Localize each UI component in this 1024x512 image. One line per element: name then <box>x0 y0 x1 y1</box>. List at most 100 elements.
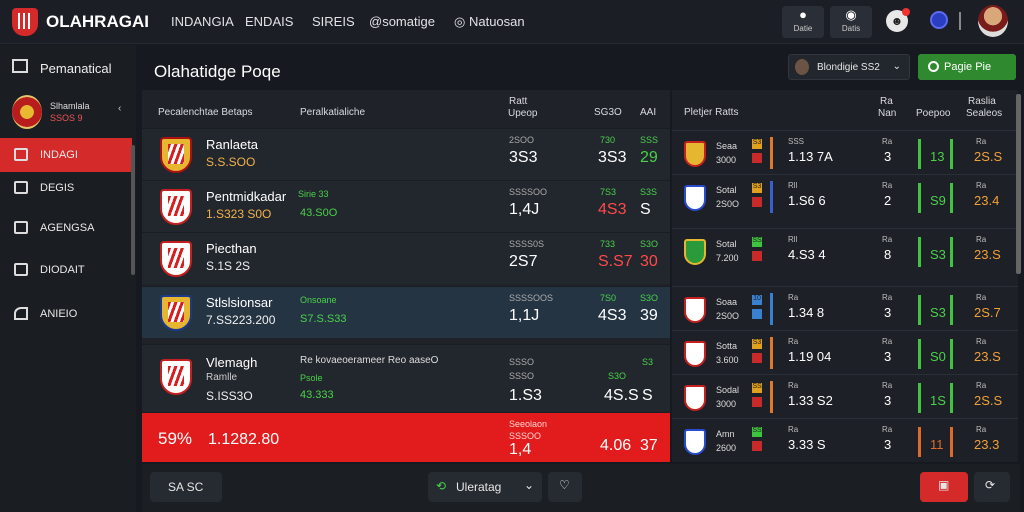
page-action-button[interactable]: Pagie Pie <box>918 54 1016 80</box>
table-header-1[interactable]: Pecalenchtae Betaps <box>158 107 253 118</box>
row-2-v1: 1,4J <box>509 201 540 218</box>
red-card-icon <box>752 353 762 363</box>
table-row-3[interactable]: Piecthan S.1S 2S SSSS0S 2S7 733 S.S7 S3O… <box>142 232 670 284</box>
row-6-sub: 1.1282.80 <box>208 431 280 448</box>
panel-scrollbar[interactable] <box>1016 94 1021 274</box>
notification-bell-icon[interactable]: ☻ <box>886 8 910 32</box>
panel-row-7-v2: 3.33 S <box>788 437 826 452</box>
row-5-v2: 4S.S <box>604 387 639 404</box>
panel-row-4-gbar2 <box>950 295 953 325</box>
sidebar-item-3-label: AGENGSA <box>40 222 95 234</box>
panel-row-6-v6: Ra <box>976 381 987 390</box>
panel-header-4a[interactable]: Raslia <box>968 96 996 107</box>
shield-icon: ♡ <box>559 478 570 492</box>
nav-item-2[interactable]: ENDAIS <box>245 14 294 29</box>
panel-header-4b[interactable]: Sealeos <box>966 108 1003 119</box>
row-3-sm2: 733 <box>600 239 616 249</box>
panel-row-1[interactable]: Seaa 3000 S3 SSS 1.13 7A Ra 3 13 Ra 2S.S <box>672 130 1018 174</box>
footer-shield-button[interactable]: ♡ <box>548 472 582 502</box>
panel-row-3-v3: Ra <box>882 235 893 244</box>
table-row-6[interactable]: 59% 1.1282.80 Seeolaon SSSOO 1,4 4.06 37 <box>142 412 670 462</box>
nav-item-1[interactable]: INDANGIA <box>171 14 234 29</box>
toolbar-button-2[interactable]: ◉ Datis <box>830 6 872 38</box>
panel-row-7-v4: 3 <box>884 437 892 452</box>
table-header-2[interactable]: Peralkatialiche <box>300 107 366 118</box>
team-card[interactable]: Slhamlala SSOS 9 ‹ <box>0 91 132 135</box>
team-card-sub: SSOS 9 <box>50 113 83 123</box>
table-header-5[interactable]: AAI <box>640 107 657 118</box>
player-avatar <box>795 59 809 75</box>
panel-row-2-t1: Sotal <box>716 185 737 195</box>
nav-item-3[interactable]: SIREIS <box>312 14 355 29</box>
panel-row-2-bar <box>770 181 773 213</box>
nav-item-4[interactable]: @somatige <box>369 14 435 29</box>
user-avatar[interactable] <box>978 5 1008 37</box>
refresh-icon <box>928 61 939 72</box>
stats-icon <box>14 221 28 234</box>
panel-row-5-gbar2 <box>950 339 953 369</box>
language-globe-icon[interactable] <box>930 11 948 29</box>
panel-header-2b[interactable]: Nan <box>878 108 897 119</box>
table-row-5[interactable]: Vlemagh Ramlle S.ISS3O Re kovaeoerameer … <box>142 344 670 412</box>
row-5-name: Vlemagh <box>206 355 258 370</box>
table-header-3b[interactable]: Upeop <box>508 108 538 119</box>
panel-row-4-v2: 1.34 8 <box>788 305 825 320</box>
panel-row-1-v3: Ra <box>882 137 893 146</box>
panel-row-6[interactable]: Sodal 3000 SS Ra 1.33 S2 Ra 3 1S Ra 2S.S <box>672 374 1018 418</box>
logo-icon[interactable] <box>12 8 38 36</box>
chevron-left-icon[interactable]: ‹ <box>118 103 122 114</box>
panel-row-3[interactable]: Sotal 7.200 SS Rll 4.S3 4 Ra 8 S3 Ra 23.… <box>672 228 1018 272</box>
table-header-3a[interactable]: Ratt <box>509 96 528 107</box>
panel-row-7-v7: 23.3 <box>974 437 1000 452</box>
footer-dropdown[interactable]: ⟲ Uleratag ⌄ <box>428 472 542 502</box>
panel-row-4-v3: Ra <box>882 293 893 302</box>
panel-row-7-badge: SS <box>752 427 762 437</box>
sidebar-header[interactable]: Pemanatical <box>0 53 136 83</box>
footer-left-button[interactable]: SA SC <box>150 472 222 502</box>
panel-header-2a[interactable]: Ra <box>880 96 893 107</box>
row-4-v3: 39 <box>640 307 658 324</box>
panel-row-7[interactable]: Amn 2600 SS Ra 3.33 S Ra 3 11 Ra 23.3 <box>672 418 1018 462</box>
toolbar-button-1[interactable]: ● Datie <box>782 6 824 38</box>
panel-row-1-v4: 3 <box>884 149 892 164</box>
panel-row-2-badge: S3 <box>752 183 762 193</box>
sidebar-item-4[interactable]: DIODAIT <box>0 253 132 287</box>
panel-row-6-v3: Ra <box>882 381 893 390</box>
chevron-down-icon: ⌄ <box>524 478 535 492</box>
row-5-sm1: SSSO <box>509 357 535 367</box>
row-1-v3: 29 <box>640 149 658 166</box>
panel-header-1[interactable]: Pletjer Ratts <box>684 107 739 118</box>
player-select[interactable]: Blondigie SS2 ⌄ <box>788 54 910 80</box>
panel-row-5-v2: 1.19 04 <box>788 349 832 364</box>
sidebar-item-5[interactable]: ANIEIO <box>0 297 132 331</box>
sidebar-item-3[interactable]: AGENGSA <box>0 211 132 245</box>
sidebar-item-2[interactable]: DEGIS <box>0 171 132 205</box>
table-row-1[interactable]: Ranlaeta S.S.SOO 2SOO 3S3 730 3S3 SSS 29 <box>142 128 670 180</box>
table-header-4[interactable]: SG3O <box>594 107 622 118</box>
player-stats-panel: Pletjer Ratts Ra Nan Poepoo Raslia Seale… <box>672 90 1018 462</box>
panel-row-3-t2: 7.200 <box>716 253 739 263</box>
sidebar-scrollbar[interactable] <box>131 145 135 275</box>
team-crest-icon <box>160 189 192 225</box>
brand-name[interactable]: OLAHRAGAI <box>46 12 149 31</box>
row-6-sm0: Seeolaon <box>509 419 548 429</box>
table-row-2[interactable]: Pentmidkadar 1.S323 S0O Sirie 33 43.S0O … <box>142 180 670 232</box>
toolbar-button-1-label: Datie <box>793 24 813 33</box>
panel-row-4[interactable]: Soaa 2S0O 10 Ra 1.34 8 Ra 3 S3 Ra 2S.7 <box>672 286 1018 330</box>
panel-row-6-t2: 3000 <box>716 399 737 409</box>
team-crest-icon <box>684 341 706 367</box>
sidebar-item-1[interactable]: INDAGI <box>0 138 132 172</box>
panel-row-3-v5: S3 <box>930 247 946 262</box>
footer-refresh-button[interactable]: ⟳ <box>974 472 1010 502</box>
table-row-4[interactable]: Stlslsionsar 7.SS223.200 Onsoane S7.S.S3… <box>142 286 670 338</box>
panel-row-5[interactable]: Sotta 3.600 S3 Ra 1.19 04 Ra 3 S0 Ra 23.… <box>672 330 1018 374</box>
panel-row-1-v2: 1.13 7A <box>788 149 833 164</box>
save-icon: ▣ <box>938 478 950 492</box>
panel-row-2[interactable]: Sotal 2S0O S3 Rll 1.S6 6 Ra 2 S9 Ra 23.4 <box>672 174 1018 218</box>
chart-icon <box>12 59 28 73</box>
refresh-icon: ⟳ <box>985 478 996 492</box>
panel-header-3[interactable]: Poepoo <box>916 108 951 119</box>
footer-red-button[interactable]: ▣ <box>920 472 968 502</box>
panel-row-2-v3: Ra <box>882 181 893 190</box>
nav-item-5[interactable]: ◎ Natuosan <box>454 14 525 30</box>
